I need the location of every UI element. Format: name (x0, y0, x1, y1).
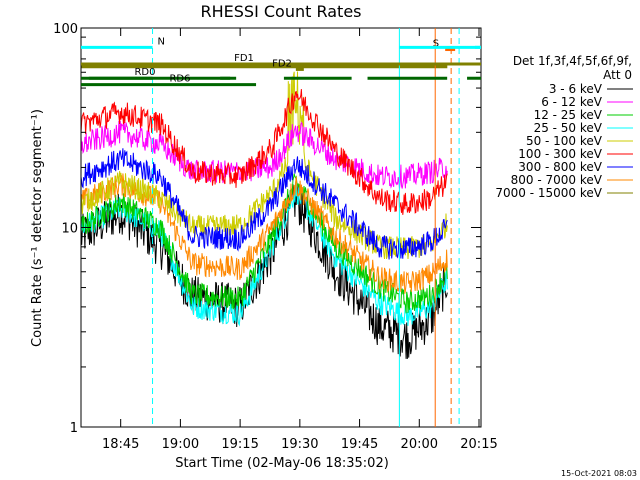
legend-entry-label: 12 - 25 keV (534, 108, 603, 122)
legend-entry-label: 800 - 7000 keV (511, 173, 603, 187)
y-axis-label: Count Rate (s⁻¹ detector segment⁻¹) (30, 109, 45, 347)
legend-header: Att 0 (603, 68, 632, 82)
legend-header: Det 1f,3f,4f,5f,6f,9f, (513, 54, 632, 68)
flag-label: S (433, 39, 439, 50)
flag-label: RD6 (169, 74, 190, 85)
x-tick-label: 20:15 (460, 437, 497, 452)
series-line (81, 181, 448, 327)
series-line (81, 173, 448, 294)
y-tick-label: 1 (70, 421, 78, 436)
x-tick-label: 20:00 (401, 437, 438, 452)
series-line (81, 148, 448, 260)
flag-label: N (158, 36, 165, 47)
flag-label: FD1 (234, 53, 254, 64)
series-line (81, 120, 448, 189)
footer-timestamp: 15-Oct-2021 08:03 (561, 469, 637, 478)
x-tick-label: 19:15 (221, 437, 258, 452)
legend-entry-label: 25 - 50 keV (534, 121, 603, 135)
chart-title: RHESSI Count Rates (201, 2, 362, 21)
x-axis-label: Start Time (02-May-06 18:35:02) (175, 456, 389, 471)
legend-entry-label: 7000 - 15000 keV (495, 186, 602, 200)
series-line (81, 89, 448, 215)
legend-entry-label: 100 - 300 keV (518, 147, 602, 161)
x-tick-label: 19:00 (162, 437, 199, 452)
x-tick-label: 19:30 (281, 437, 318, 452)
legend-entry-label: 3 - 6 keV (549, 82, 603, 96)
flag-label: FD2 (272, 58, 292, 69)
series-line (81, 71, 448, 260)
legend-entry-label: 300 - 800 keV (518, 160, 602, 174)
x-tick-label: 19:45 (341, 437, 378, 452)
flag-label: RD0 (134, 67, 155, 78)
legend-entry-label: 50 - 100 keV (526, 134, 603, 148)
legend-entry-label: 6 - 12 keV (541, 95, 603, 109)
x-tick-label: 18:45 (102, 437, 139, 452)
y-tick-label: 100 (53, 22, 78, 37)
y-tick-label: 10 (61, 222, 78, 237)
